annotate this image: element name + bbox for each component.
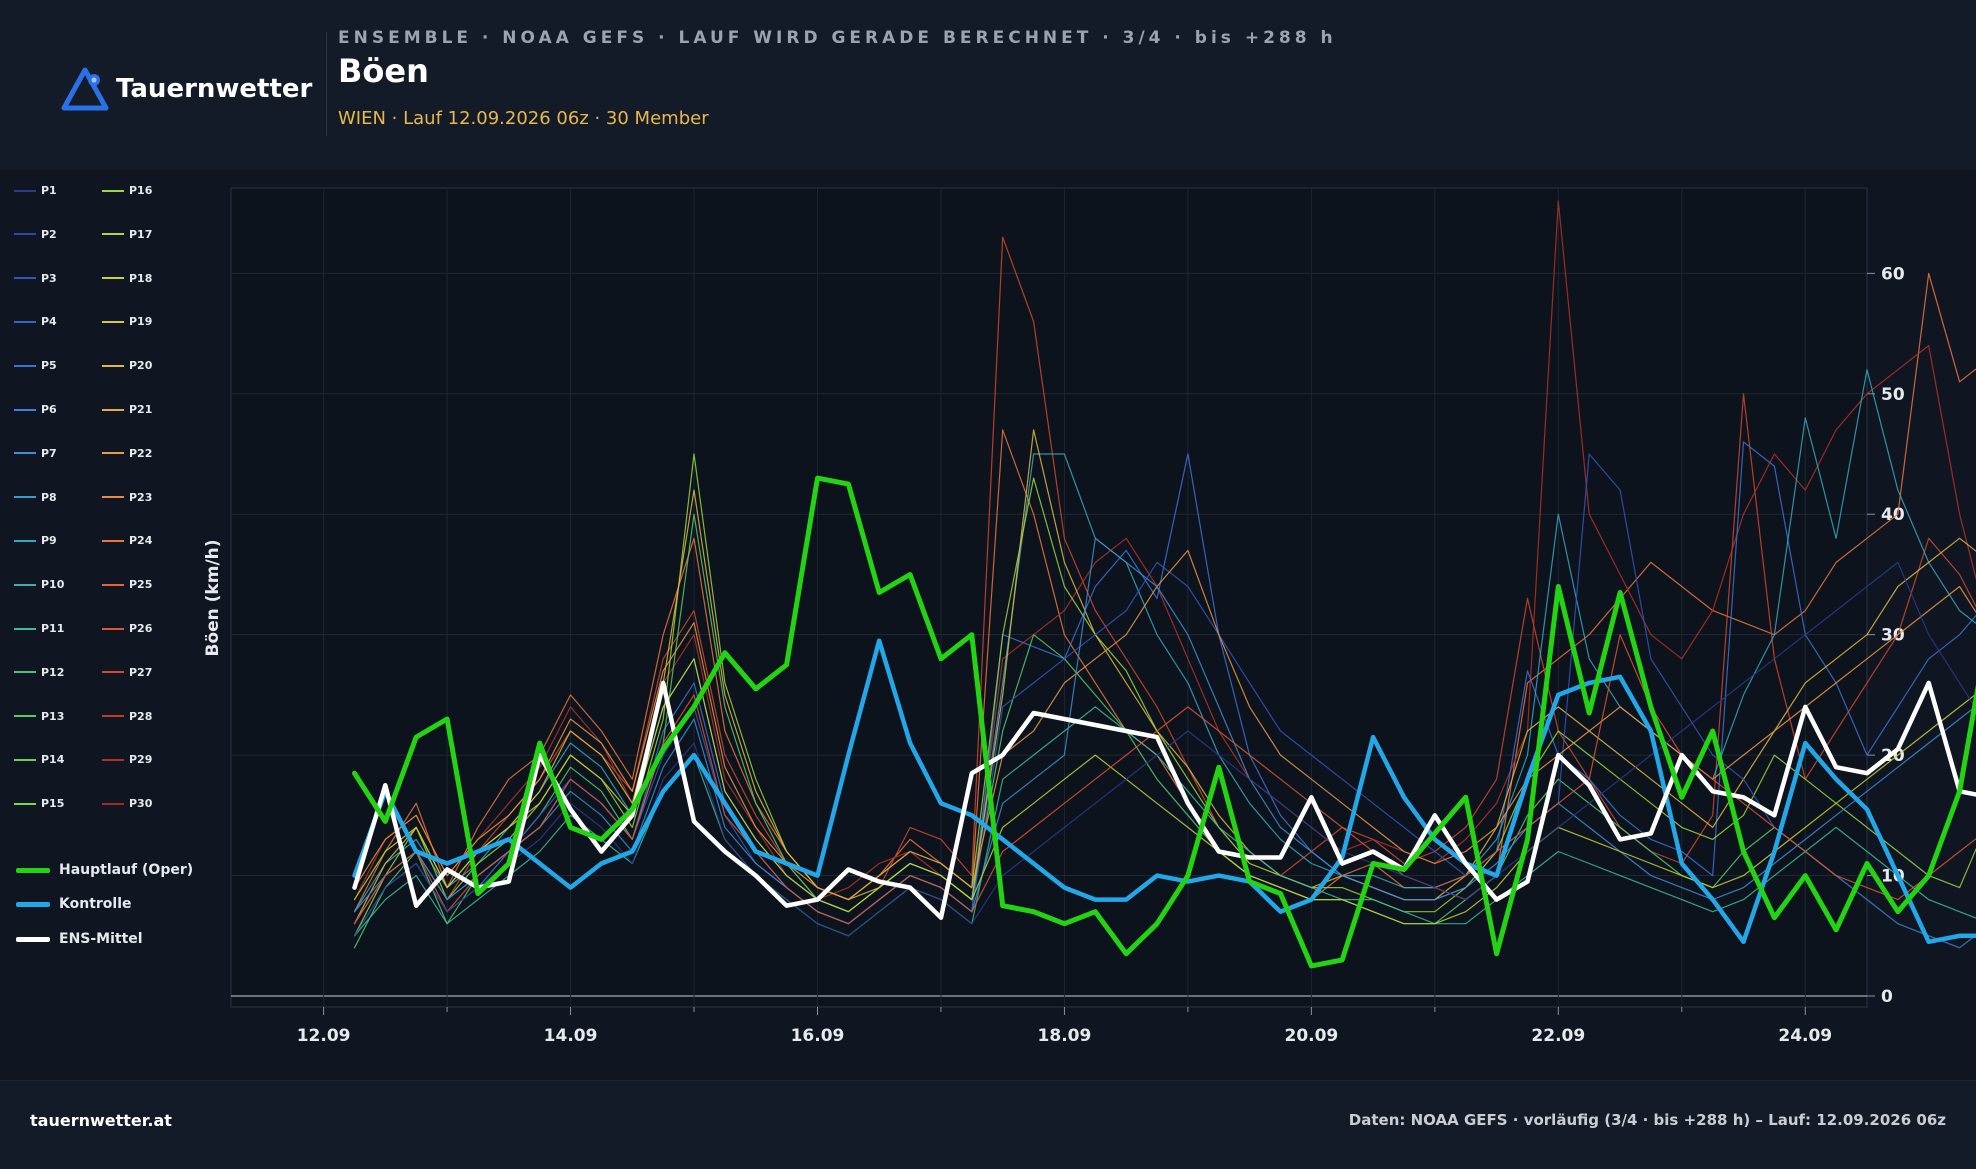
x-tick-label: 18.09 (1038, 1026, 1092, 1046)
x-tick-label: 14.09 (544, 1026, 598, 1046)
x-tick-label: 12.09 (297, 1026, 351, 1046)
y-tick-label: 40 (1881, 505, 1905, 525)
footer: tauernwetter.at Daten: NOAA GEFS · vorlä… (0, 1080, 1976, 1169)
y-tick-label: 50 (1881, 385, 1905, 405)
y-tick-label: 60 (1881, 264, 1905, 284)
x-tick-label: 22.09 (1531, 1026, 1585, 1046)
x-tick-label: 20.09 (1284, 1026, 1338, 1046)
footer-site-link[interactable]: tauernwetter.at (30, 1111, 172, 1130)
y-tick-label: 0 (1881, 987, 1893, 1007)
footer-source: Daten: NOAA GEFS · vorläufig (3/4 · bis … (1349, 1111, 1946, 1129)
y-axis-label: Böen (km/h) (203, 539, 223, 656)
x-tick-label: 24.09 (1778, 1026, 1832, 1046)
y-tick-label: 20 (1881, 746, 1905, 766)
x-tick-label: 16.09 (791, 1026, 845, 1046)
